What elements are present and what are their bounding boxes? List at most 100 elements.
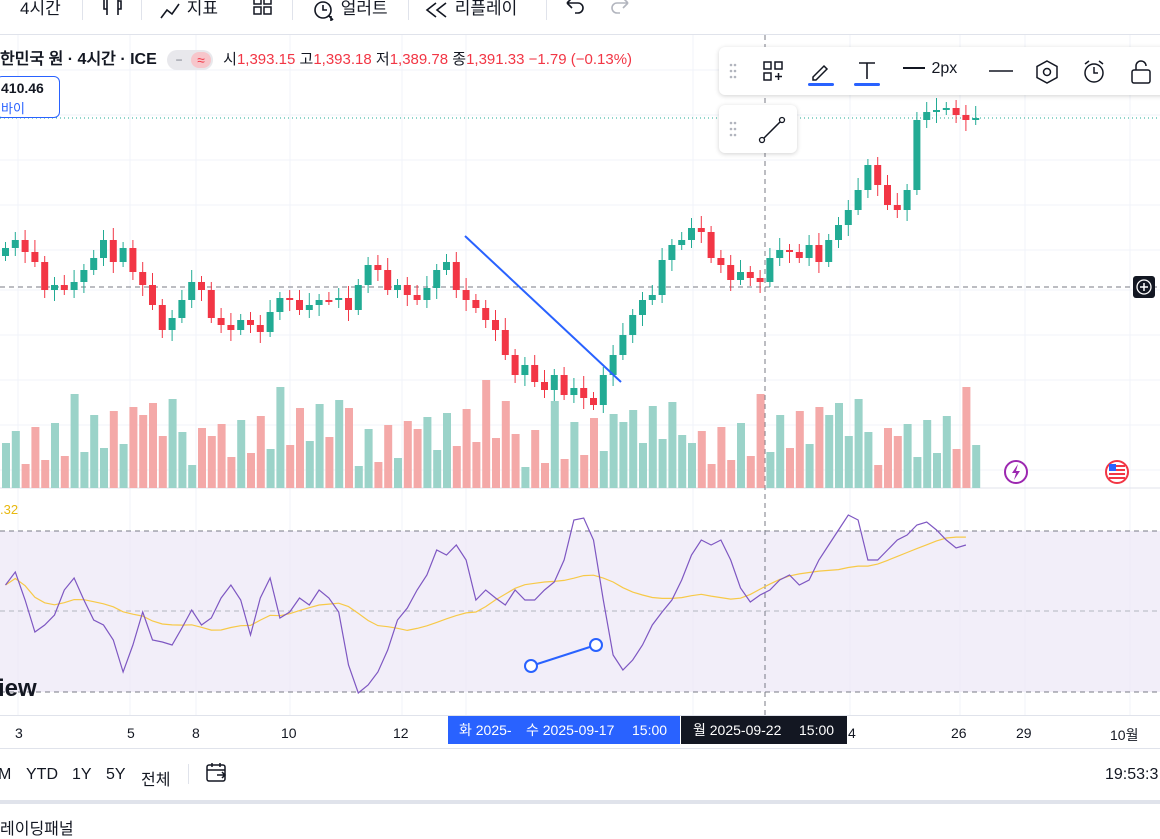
symbol-name[interactable]: 한민국 원 · 4시간 · ICE: [0, 51, 157, 68]
volume-bar: [80, 452, 89, 488]
drag-handle-icon[interactable]: [729, 121, 737, 142]
toolbar-divider: [82, 0, 83, 20]
volume-bar: [11, 431, 20, 488]
volume-bar: [737, 423, 745, 488]
legend-toggle[interactable]: − ≈: [166, 50, 213, 71]
chart-area[interactable]: [0, 35, 1160, 746]
candle: [717, 258, 725, 265]
volume-bar: [844, 436, 853, 488]
lightning-icon[interactable]: [1004, 460, 1028, 484]
volume-bar: [315, 404, 324, 488]
indicators-label: 지표: [186, 0, 219, 18]
time-tick: 26: [951, 725, 967, 741]
volume-bar: [374, 462, 383, 488]
trading-panel-bar[interactable]: 레이딩패널: [0, 800, 1160, 838]
candle: [550, 375, 558, 390]
volume-bar: [580, 455, 589, 488]
add-alert-plus-icon[interactable]: [1133, 276, 1155, 298]
candle: [374, 265, 382, 270]
volume-bar: [109, 411, 118, 488]
indicators-button[interactable]: 지표: [158, 0, 218, 20]
volume-bar: [599, 451, 608, 488]
candle: [315, 300, 323, 305]
alert-clock-icon[interactable]: [1081, 59, 1109, 90]
trend-line-drawing[interactable]: [464, 235, 622, 383]
candle: [541, 382, 548, 390]
replay-button[interactable]: 리플레이: [424, 0, 517, 20]
range-button-5y[interactable]: 5Y: [106, 766, 126, 783]
line-width-button[interactable]: 2px: [903, 60, 957, 78]
lock-icon[interactable]: [1129, 59, 1153, 90]
candle: [119, 248, 127, 262]
candle: [198, 282, 205, 290]
candle: [599, 375, 607, 405]
candle: [129, 248, 137, 272]
volume-bar: [570, 422, 579, 488]
candle: [325, 300, 333, 302]
candle: [178, 300, 186, 318]
us-flag-icon[interactable]: [1105, 460, 1129, 484]
add-template-icon[interactable]: [761, 59, 785, 88]
volume-bar: [707, 464, 716, 488]
volume-bar: [511, 434, 520, 488]
volume-bar: [139, 415, 148, 488]
settings-hexagon-icon[interactable]: [1034, 59, 1060, 90]
redo-icon[interactable]: [610, 0, 632, 15]
interval-button[interactable]: 4시간: [20, 0, 61, 18]
volume-bar: [619, 422, 628, 488]
candle: [727, 265, 735, 280]
price-chart[interactable]: [0, 35, 1160, 746]
buy-button[interactable]: 410.46 바이: [0, 76, 60, 118]
range-toolbar: M YTD 1Y 5Y 전체 19:53:3: [0, 748, 1160, 799]
volume-bar: [482, 380, 491, 488]
volume-bar: [384, 425, 393, 488]
toolbar-divider: [188, 764, 189, 784]
drag-handle-icon[interactable]: [729, 63, 737, 84]
candle: [462, 290, 470, 300]
volume-bar: [335, 400, 344, 488]
volume-bar: [688, 443, 696, 488]
alert-button[interactable]: 얼러트: [312, 0, 388, 21]
trend-line-tool-icon[interactable]: [757, 115, 787, 150]
candle: [70, 282, 78, 290]
line-color-pencil-icon[interactable]: [807, 59, 835, 92]
candle: [521, 365, 529, 375]
range-button-all[interactable]: 전체: [141, 772, 171, 789]
layout-icon[interactable]: [252, 0, 274, 15]
alert-label: 얼러트: [340, 0, 388, 18]
low-label: 저: [375, 51, 390, 68]
range-button-m[interactable]: M: [0, 766, 12, 783]
candle: [100, 240, 107, 258]
undo-icon[interactable]: [563, 0, 585, 15]
volume-bar: [766, 452, 775, 488]
volume-bar: [727, 460, 736, 488]
line-style-icon[interactable]: [987, 59, 1015, 88]
candle-type-icon[interactable]: [102, 0, 124, 15]
candle: [11, 240, 19, 248]
range-button-ytd[interactable]: YTD: [26, 766, 58, 783]
candle: [629, 315, 637, 335]
text-color-icon[interactable]: [853, 59, 881, 92]
clock: 19:53:3: [1105, 766, 1159, 783]
low-value: 1,389.78: [389, 51, 449, 68]
volume-bar: [413, 429, 422, 488]
top-toolbar: 4시간 지표 얼러트 리플레이: [0, 0, 1160, 35]
volume-bar: [746, 456, 755, 488]
range-button-1y[interactable]: 1Y: [72, 766, 92, 783]
volume-bar: [266, 449, 275, 488]
go-to-date-icon[interactable]: [204, 761, 230, 790]
time-tick: 3: [15, 725, 23, 741]
candle: [580, 388, 588, 398]
candle: [560, 375, 568, 395]
buy-price: 410.46: [1, 80, 44, 96]
candle: [492, 320, 499, 330]
trend-line-handle-end[interactable]: [589, 638, 603, 652]
volume-bar: [345, 408, 353, 488]
rsi-trend-line-drawing[interactable]: [530, 644, 597, 667]
candle: [893, 205, 901, 210]
trend-line-handle-start[interactable]: [524, 659, 538, 673]
wave-icon: ≈: [190, 52, 211, 69]
candle: [874, 165, 882, 185]
crosshair-time-label: 월 2025-09-22 15:00: [681, 716, 847, 744]
open-value: 1,393.15: [236, 51, 296, 68]
